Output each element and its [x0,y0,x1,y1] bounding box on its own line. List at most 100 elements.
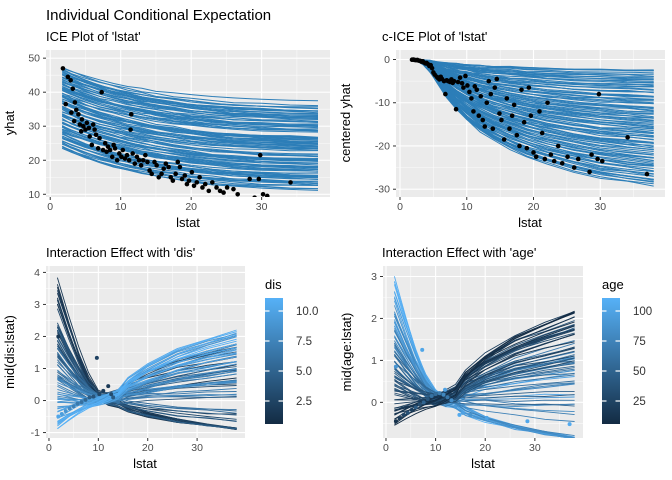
data-point [79,117,85,122]
data-point [132,161,138,166]
data-point [537,109,542,114]
data-point [405,410,410,415]
data-point [102,140,108,146]
legend-age: 100 75 50 25 [602,298,652,424]
data-point [459,80,465,86]
legend-tick-label: 100 [633,306,652,318]
y-tick-label: 3 [371,271,377,283]
y-tick-label: 2 [371,313,377,325]
legend-dis: 10.0 7.5 5.0 2.5 [265,298,318,424]
data-point [437,391,442,396]
data-point [120,147,126,153]
data-point [599,158,605,164]
data-point [173,171,178,177]
y-tick-label: 2 [34,331,40,343]
y-tick-label: -20 [375,140,390,152]
legend-tick-label: 7.5 [296,336,312,348]
data-point [138,163,144,168]
data-point [595,156,600,162]
data-point [87,134,92,139]
data-point [177,164,183,170]
data-point [69,110,74,115]
data-point [460,410,465,415]
panel-cice: 0 10 20 30 0 -10 -20 -30 [375,50,665,213]
data-point [480,117,486,123]
data-point [521,119,527,125]
data-point [163,161,169,166]
data-point [492,85,498,90]
data-point [472,84,478,89]
legend-tick-label: 75 [633,336,646,348]
data-point [417,402,422,407]
axis-cice: 0 10 20 30 0 -10 -20 -30 [375,54,606,213]
data-point [56,334,61,339]
data-point [260,191,266,197]
data-point [166,164,171,170]
data-point [401,412,406,417]
data-point [107,147,113,153]
data-point [526,85,532,90]
data-point [457,75,463,80]
data-point [116,151,122,156]
x-tick-label: 30 [191,442,203,454]
data-point [78,129,84,134]
data-point [87,395,92,400]
data-point [484,100,490,106]
data-point [194,180,200,185]
data-point [467,89,472,95]
data-point [189,169,195,175]
data-point [59,411,64,416]
data-point [441,392,446,397]
data-point [445,395,450,400]
scatter-cice [409,57,650,177]
axis-ice: 0 10 20 30 10 20 30 40 50 [28,53,267,213]
x-tick-label: 0 [383,442,389,454]
data-point [67,406,72,411]
data-point [589,152,594,157]
data-point [95,146,101,151]
data-point [170,178,176,183]
data-point [542,156,548,162]
data-point [130,151,135,156]
data-point [93,132,99,138]
data-point [116,400,121,405]
data-point [63,101,69,107]
figure-title: Individual Conditional Expectation [46,7,271,24]
scatter-dis [56,334,121,419]
data-point [197,174,202,180]
data-point [71,404,76,409]
data-point [210,180,215,185]
data-point [420,347,425,352]
data-point [159,171,164,177]
data-point [264,193,270,197]
data-point [256,176,262,182]
data-point [469,96,474,101]
x-tick-label: 10 [430,442,442,454]
panel-ice: 0 10 20 30 10 20 30 40 50 [28,50,330,213]
data-point [221,190,226,195]
data-point [200,185,205,190]
data-point [501,137,507,142]
data-point [517,143,522,149]
data-point [528,113,534,119]
legend-tick-label: 5.0 [296,366,312,378]
data-point [126,157,132,163]
x-tick-label: 20 [528,201,540,213]
data-point [644,171,650,177]
data-point [468,412,473,417]
panel-title-dis: Interaction Effect with 'dis' [46,245,195,260]
data-point [104,149,109,155]
data-point [533,154,539,160]
data-point [91,394,96,399]
data-point [409,407,414,412]
x-axis-title-age: lstat [471,456,495,471]
scatter-age [393,347,572,427]
data-point [83,397,88,402]
data-point [214,185,219,190]
data-point [154,163,159,168]
data-point [224,185,230,190]
data-point [587,169,592,175]
y-tick-label: 1 [34,363,40,375]
